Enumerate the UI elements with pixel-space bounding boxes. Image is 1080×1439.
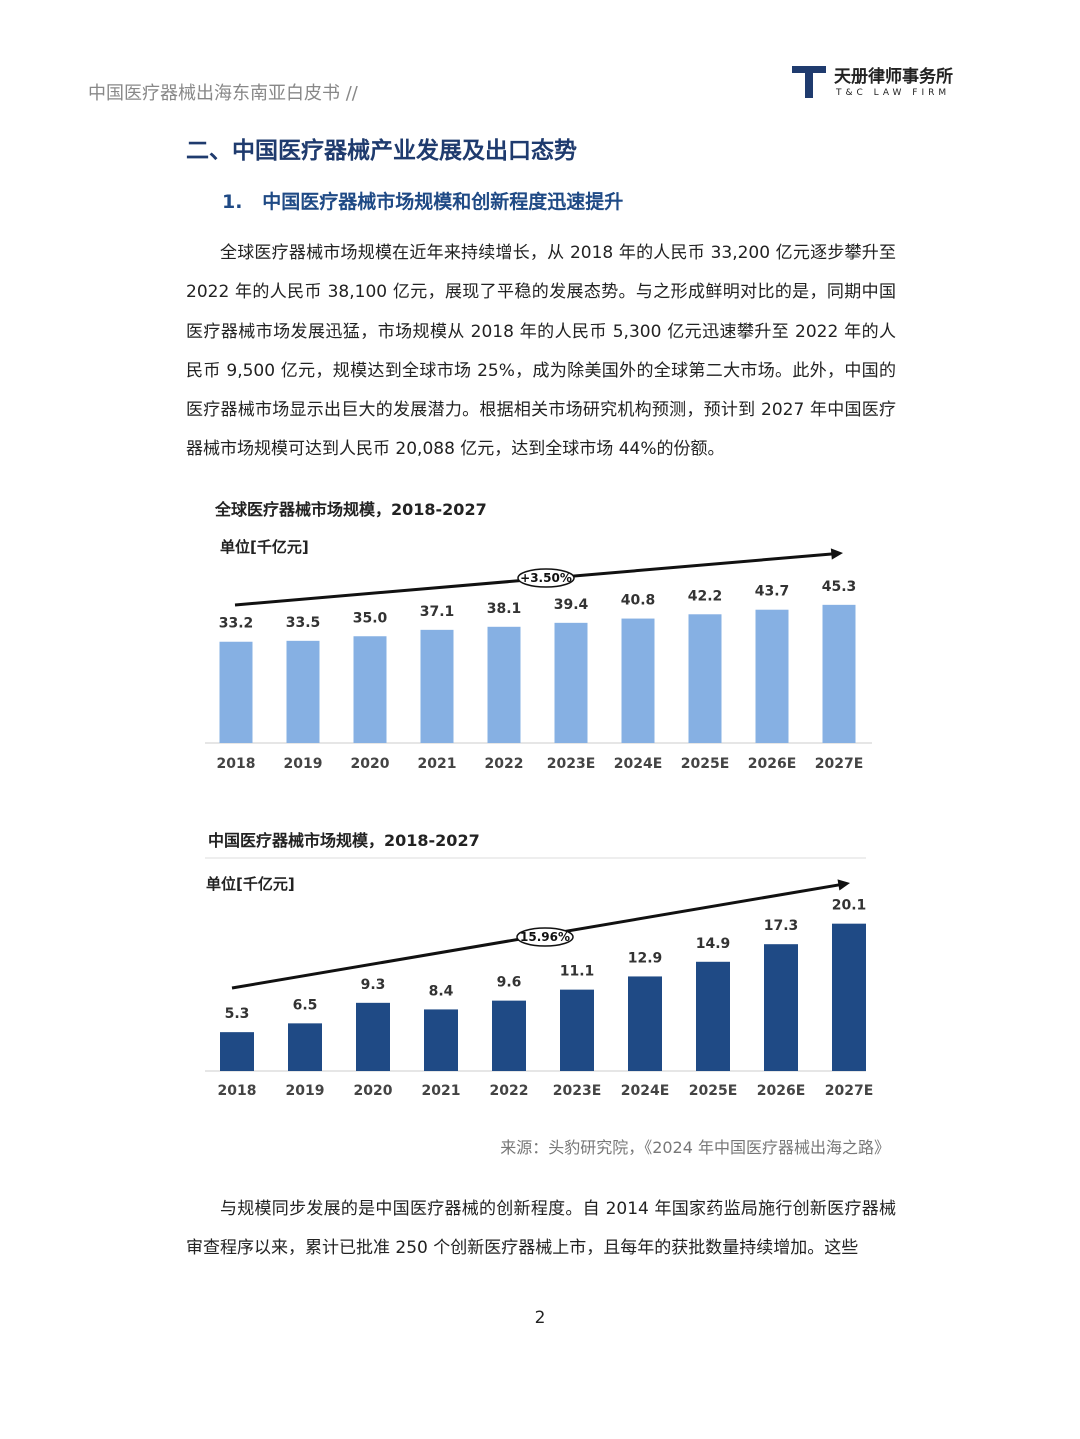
chart-title: 全球医疗器械市场规模，2018-2027 <box>214 500 487 519</box>
x-tick-label: 2019 <box>284 756 323 772</box>
chart-subtitle: 单位[千亿元] <box>206 875 295 893</box>
x-tick-label: 2023E <box>547 756 596 772</box>
arrow-head <box>837 879 850 891</box>
value-label: 33.5 <box>286 615 321 631</box>
x-tick-label: 2025E <box>689 1083 738 1099</box>
annotation: +3.50% <box>520 571 572 585</box>
chart-subtitle: 单位[千亿元] <box>220 538 309 556</box>
chart-title: 中国医疗器械市场规模，2018-2027 <box>208 831 480 850</box>
x-tick-label: 2026E <box>757 1083 806 1099</box>
x-tick-label: 2024E <box>621 1083 670 1099</box>
bar <box>356 1002 390 1071</box>
x-tick-label: 2024E <box>614 756 663 772</box>
bar <box>288 1023 322 1071</box>
value-label: 17.3 <box>764 918 799 934</box>
value-label: 8.4 <box>429 983 454 999</box>
heading-2: 1. 中国医疗器械市场规模和创新程度迅速提升 <box>222 191 624 213</box>
x-tick-label: 2023E <box>553 1083 602 1099</box>
bar <box>755 609 789 743</box>
value-label: 43.7 <box>755 584 790 600</box>
x-tick-label: 2018 <box>218 1083 257 1099</box>
bar <box>696 961 730 1071</box>
bar <box>220 1032 254 1071</box>
bar <box>822 604 856 743</box>
value-label: 14.9 <box>696 936 731 952</box>
source: 来源：头豹研究院，《2024 年中国医疗器械出海之路》 <box>500 1138 890 1157</box>
arrow-head <box>830 548 843 560</box>
x-tick-label: 2019 <box>286 1083 325 1099</box>
heading-1: 二、中国医疗器械产业发展及出口态势 <box>186 138 577 164</box>
bar <box>286 640 320 743</box>
bar <box>219 641 253 743</box>
x-tick-label: 2021 <box>422 1083 461 1099</box>
value-label: 5.3 <box>225 1006 250 1022</box>
value-label: 39.4 <box>554 597 589 613</box>
header-text: 中国医疗器械出海东南亚白皮书 // <box>88 83 358 104</box>
x-tick-label: 2027E <box>825 1083 874 1099</box>
bar <box>688 614 722 743</box>
x-tick-label: 2021 <box>418 756 457 772</box>
bar <box>832 923 866 1071</box>
value-label: 20.1 <box>832 898 867 914</box>
x-tick-label: 2025E <box>681 756 730 772</box>
value-label: 12.9 <box>628 950 663 966</box>
annotation-box <box>516 927 574 947</box>
value-label: 6.5 <box>293 997 318 1013</box>
value-label: 45.3 <box>822 579 857 595</box>
x-tick-label: 2022 <box>485 756 524 772</box>
value-label: 33.2 <box>219 616 254 632</box>
bar <box>492 1000 526 1071</box>
logo-en: T&C LAW FIRM <box>835 88 950 98</box>
paragraph: 与规模同步发展的是中国医疗器械的创新程度。自 2014 年国家药监局施行创新医疗… <box>186 1199 896 1259</box>
annotation-box <box>517 568 575 588</box>
annotation: 15.96% <box>520 930 570 944</box>
value-label: 37.1 <box>420 604 455 620</box>
bar <box>353 636 387 743</box>
bar <box>560 989 594 1071</box>
value-label: 11.1 <box>560 964 595 980</box>
value-label: 9.3 <box>361 977 386 993</box>
paragraph: 全球医疗器械市场规模在近年来持续增长，从 2018 年的人民币 33,200 亿… <box>186 243 896 460</box>
x-tick-label: 2027E <box>815 756 864 772</box>
value-label: 40.8 <box>621 593 656 609</box>
bar <box>628 976 662 1071</box>
x-tick-label: 2022 <box>490 1083 529 1099</box>
bar <box>764 944 798 1071</box>
bar <box>487 626 521 743</box>
bar <box>554 622 588 743</box>
x-tick-label: 2020 <box>354 1083 393 1099</box>
value-label: 42.2 <box>688 588 723 604</box>
x-tick-label: 2018 <box>217 756 256 772</box>
x-tick-label: 2026E <box>748 756 797 772</box>
bar <box>621 618 655 743</box>
bar <box>424 1009 458 1071</box>
x-tick-label: 2020 <box>351 756 390 772</box>
logo-cn: 天册律师事务所 <box>834 66 953 87</box>
logo: 天册律师事务所 T&C LAW FIRM <box>792 66 953 98</box>
value-label: 38.1 <box>487 601 522 617</box>
value-label: 9.6 <box>497 975 522 991</box>
value-label: 35.0 <box>353 610 388 626</box>
page-number: 2 <box>534 1308 546 1328</box>
bar <box>420 629 454 743</box>
